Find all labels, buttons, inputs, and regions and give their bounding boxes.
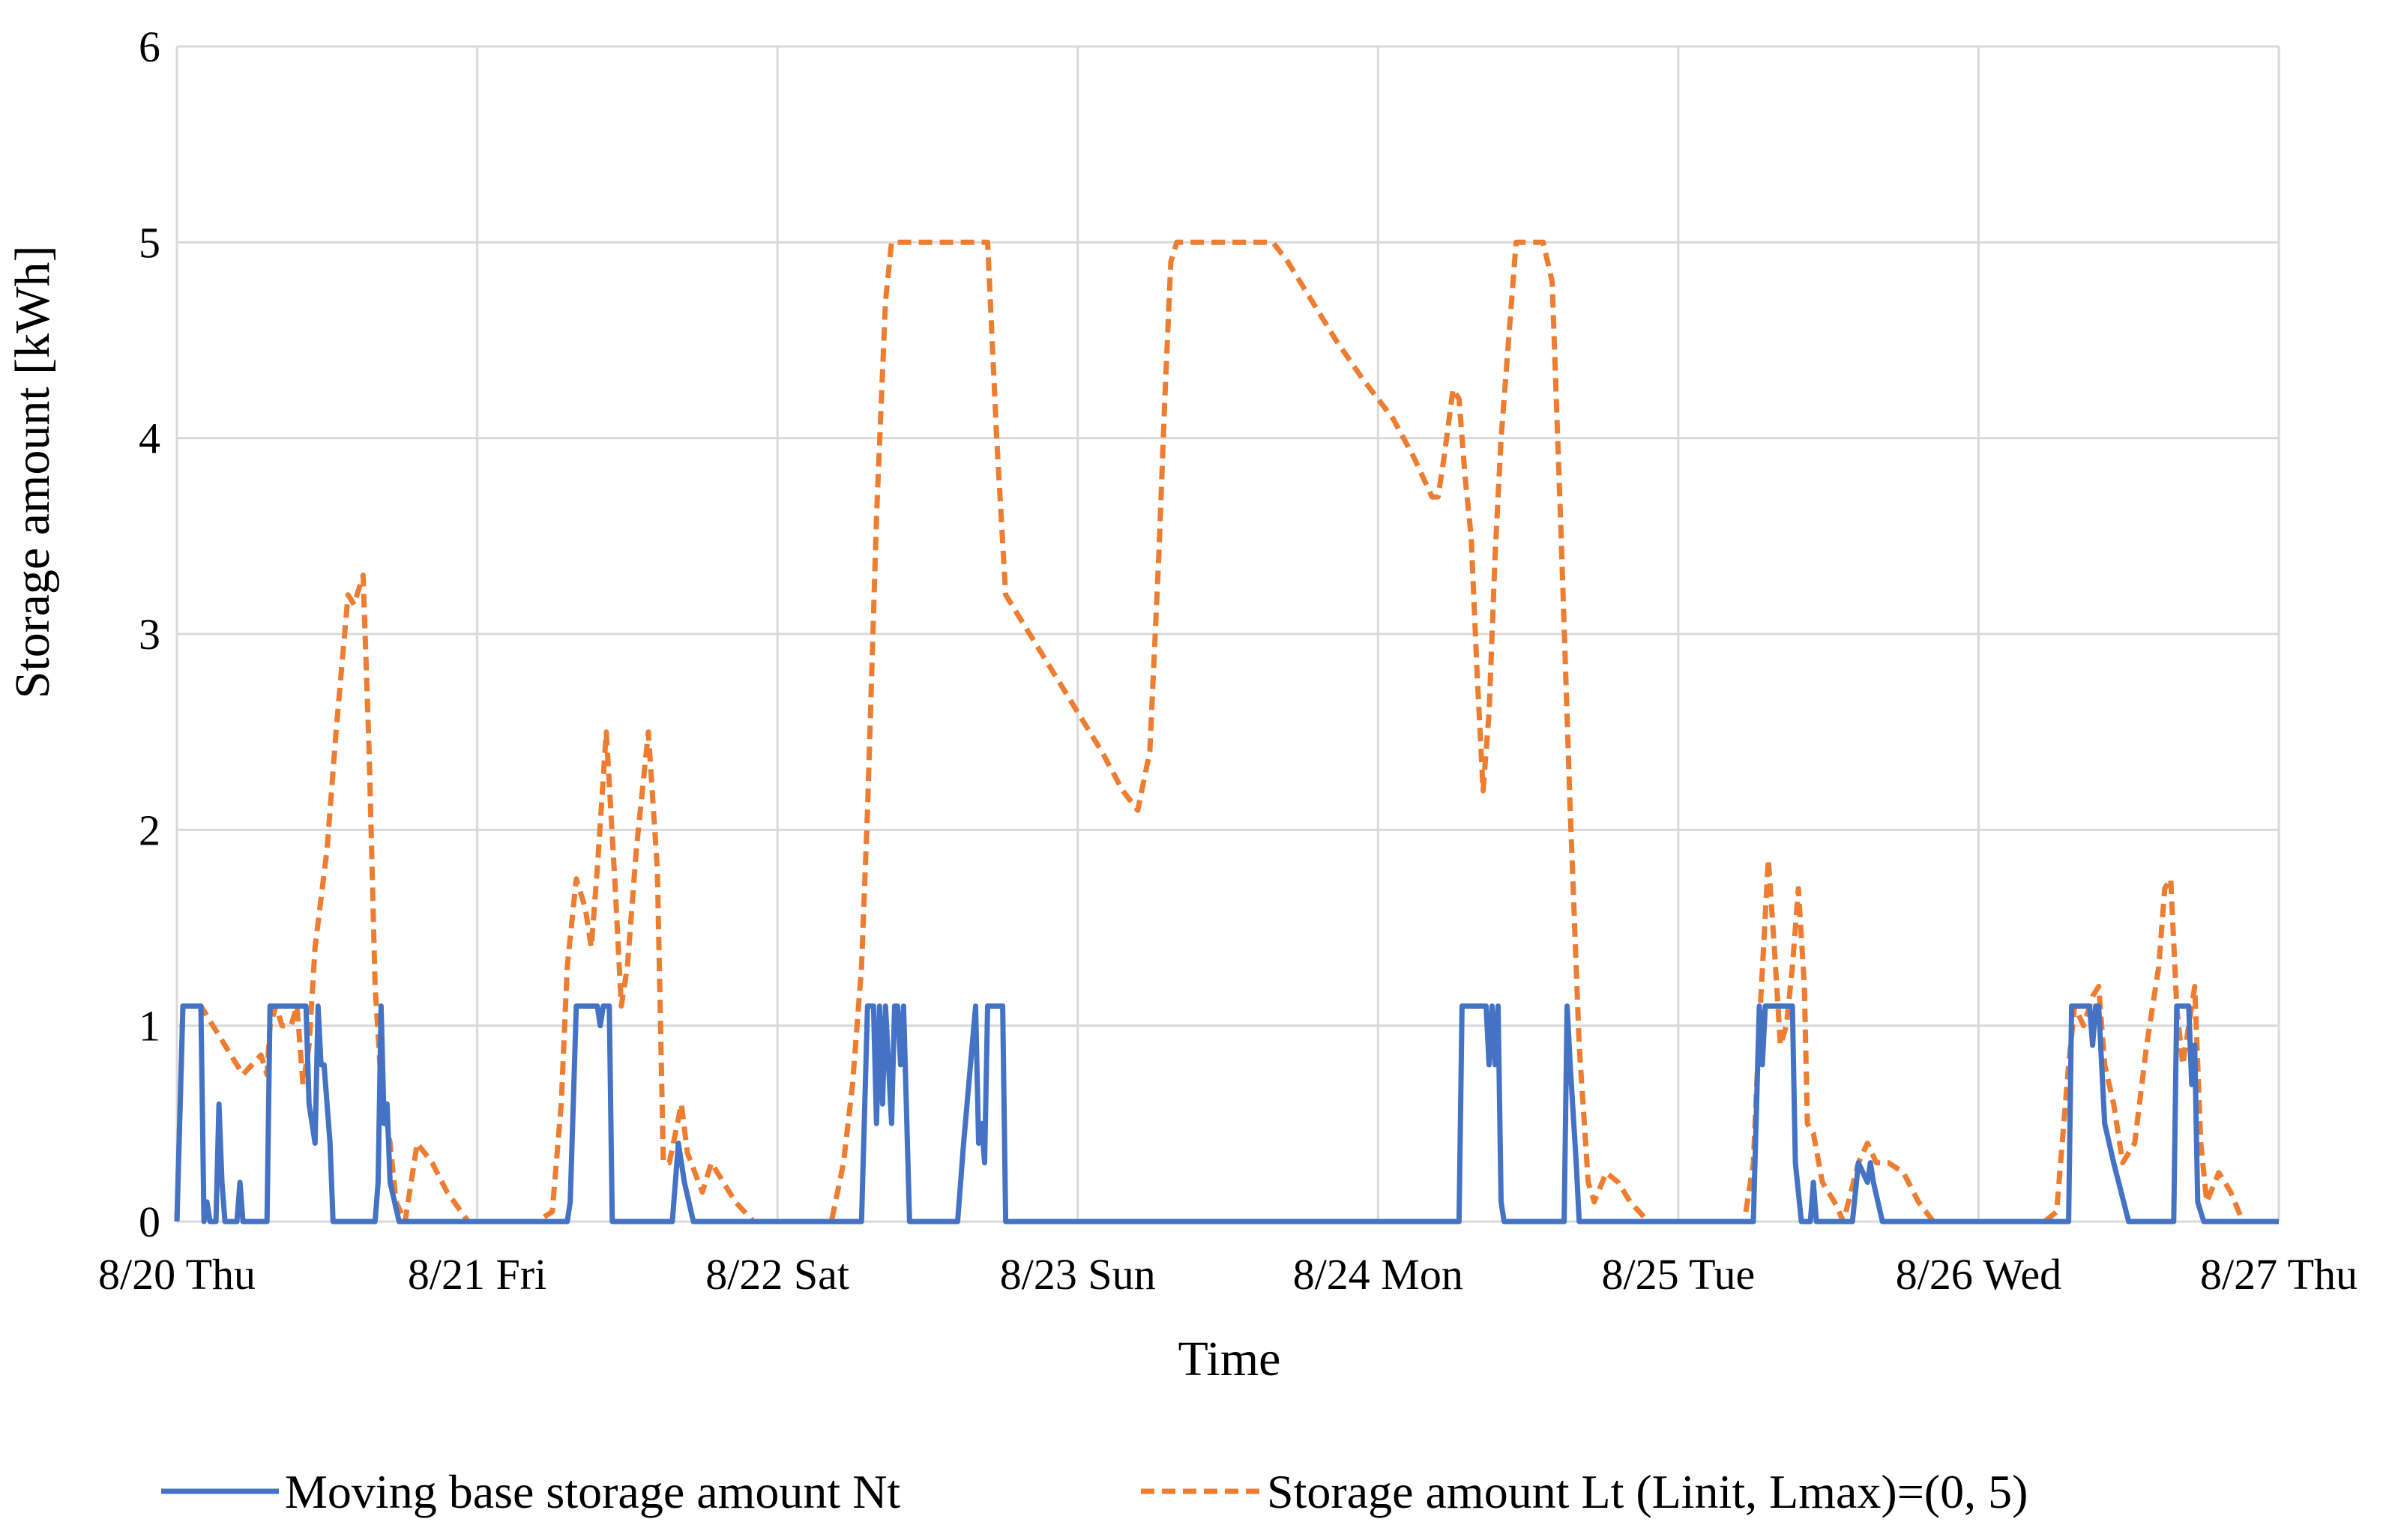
legend-label-nt: Moving base storage amount Nt (285, 1465, 900, 1518)
y-axis-ticks: 0 1 2 3 4 5 6 (139, 22, 160, 1246)
y-gridlines (177, 45, 2279, 1223)
x-tick-label-5: 8/25 Tue (1602, 1250, 1756, 1299)
y-tick-label-1: 1 (139, 1002, 160, 1051)
x-tick-label-1: 8/21 Fri (408, 1250, 546, 1299)
x-tick-label-6: 8/26 Wed (1896, 1250, 2061, 1299)
x-axis-ticks: 8/20 Thu 8/21 Fri 8/22 Sat 8/23 Sun 8/24 Mon… (98, 1250, 2358, 1299)
x-tick-label-2: 8/22 Sat (705, 1250, 849, 1299)
y-axis-title: Storage amount [kWh] (5, 246, 60, 699)
y-tick-label-5: 5 (139, 218, 160, 267)
x-tick-label-4: 8/24 Mon (1293, 1250, 1463, 1299)
x-gridlines (175, 46, 2280, 1222)
x-tick-label-0: 8/20 Thu (98, 1250, 256, 1299)
legend: Moving base storage amount Nt Storage am… (161, 1465, 2028, 1518)
y-tick-label-3: 3 (139, 610, 160, 659)
y-tick-label-2: 2 (139, 806, 160, 854)
series-layer (174, 239, 2279, 1225)
legend-label-lt: Storage amount Lt (Linit, Lmax)=(0, 5) (1267, 1465, 2028, 1518)
x-tick-label-7: 8/27 Thu (2200, 1250, 2358, 1299)
y-tick-label-4: 4 (139, 414, 160, 463)
x-axis-title: Time (1178, 1332, 1281, 1386)
y-tick-label-0: 0 (139, 1198, 160, 1246)
x-tick-label-3: 8/23 Sun (1000, 1250, 1156, 1299)
series-line-nt (174, 1003, 2279, 1225)
y-tick-label-6: 6 (139, 22, 160, 71)
